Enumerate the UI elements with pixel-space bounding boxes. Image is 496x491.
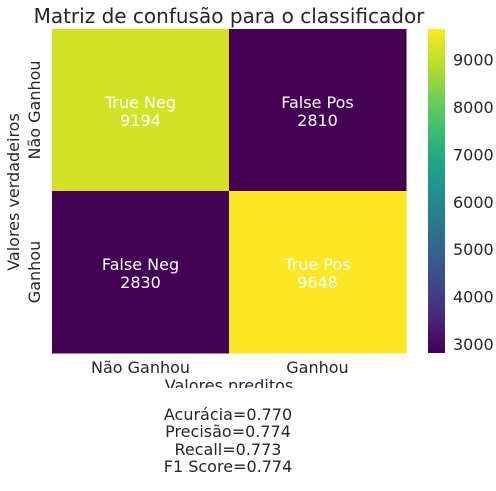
heatmap-cell xyxy=(229,29,407,192)
cell-name-label: False Pos xyxy=(281,93,353,112)
cell-value-label: 9194 xyxy=(120,111,161,130)
y-tick-label: Não Ganhou xyxy=(25,60,44,159)
y-axis-label: Valores verdadeiros xyxy=(4,113,23,271)
colorbar-tick-label: 5000 xyxy=(453,240,494,259)
spacer-line xyxy=(0,388,456,406)
y-tick-labels: Não Ganhou Ganhou xyxy=(25,60,44,303)
metric-recall: Recall=0.773 xyxy=(174,439,282,459)
colorbar-tick-label: 6000 xyxy=(453,193,494,212)
metric-precision: Precisão=0.774 xyxy=(165,422,291,441)
cell-name-label: False Neg xyxy=(102,255,179,274)
heatmap-cell xyxy=(52,29,230,192)
colorbar-tick-label: 8000 xyxy=(453,98,494,117)
metric-f1: F1 Score=0.774 xyxy=(163,457,293,476)
cell-value-label: 2830 xyxy=(120,273,161,292)
cell-value-label: 2810 xyxy=(297,111,338,130)
x-tick-label: Não Ganhou xyxy=(91,358,190,377)
confusion-matrix-chart: Matriz de confusão para o classificador … xyxy=(4,4,494,388)
cell-name-label: True Pos xyxy=(283,255,350,274)
heatmap-cell xyxy=(52,191,230,354)
x-tick-labels: Não Ganhou Ganhou xyxy=(91,358,349,377)
cell-value-label: 9648 xyxy=(297,273,338,292)
metric-accuracy: Acurácia=0.770 xyxy=(163,404,293,424)
colorbar-tick-label: 4000 xyxy=(453,288,494,307)
colorbar-tick-label: 3000 xyxy=(453,335,494,354)
heatmap-cell xyxy=(229,191,407,354)
x-tick-label: Ganhou xyxy=(286,358,348,377)
colorbar-tick-label: 9000 xyxy=(453,51,494,70)
colorbar-tick-label: 7000 xyxy=(453,145,494,164)
metrics-summary: Acurácia=0.770 Precisão=0.774 Recall=0.7… xyxy=(0,388,456,476)
colorbar-ticks: 3000 4000 5000 6000 7000 8000 9000 xyxy=(453,51,494,354)
chart-title: Matriz de confusão para o classificador xyxy=(34,4,426,28)
x-axis-label: Valores preditos xyxy=(165,376,293,388)
colorbar xyxy=(428,29,445,353)
cell-name-label: True Neg xyxy=(104,93,176,112)
y-tick-label: Ganhou xyxy=(25,241,44,303)
